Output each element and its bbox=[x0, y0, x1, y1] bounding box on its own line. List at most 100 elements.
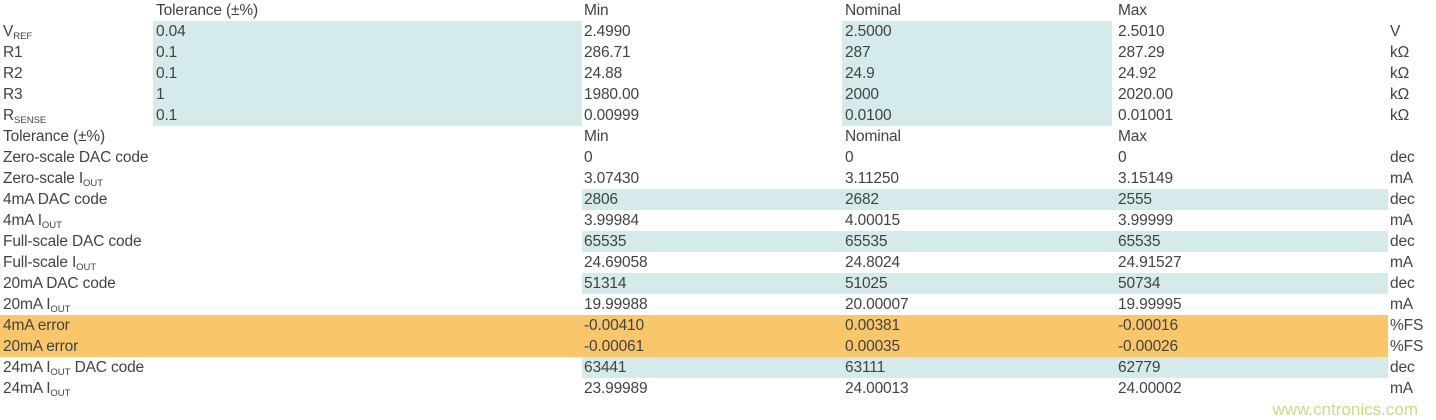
min-cell: 51314 bbox=[582, 273, 842, 294]
row-label-cell: RSENSE bbox=[0, 105, 153, 126]
label-text: Tolerance (±%) bbox=[3, 128, 106, 145]
tolerance-table: Tolerance (±%) Min Nominal Max VREF 0.04 2.499… bbox=[0, 0, 1436, 399]
label-text: 4mA error bbox=[3, 317, 70, 334]
label-subscript: OUT bbox=[50, 304, 71, 315]
row-label-cell: R2 bbox=[0, 63, 153, 84]
table-row: R3 1 1980.00 2000 2020.00 kΩ bbox=[0, 84, 1436, 105]
min-cell: 63441 bbox=[582, 357, 842, 378]
unit-cell: mA bbox=[1390, 254, 1413, 271]
row-label-cell: 4mA DAC code bbox=[0, 189, 153, 210]
max-cell: 65535 bbox=[1112, 231, 1388, 252]
table-row: VREF 0.04 2.4990 2.5000 2.5010 V bbox=[0, 21, 1436, 42]
max-cell: 24.00002 bbox=[1118, 380, 1182, 397]
nominal-cell: 2000 bbox=[842, 84, 1112, 105]
tolerance-cell bbox=[153, 378, 582, 399]
max-cell: 3.15149 bbox=[1118, 170, 1173, 187]
label-text: R3 bbox=[3, 86, 23, 103]
row-label-cell: VREF bbox=[0, 21, 153, 42]
table-row: Full-scale IOUT 24.69058 24.8024 24.91527 mA bbox=[0, 252, 1436, 273]
tolerance-cell bbox=[153, 357, 582, 378]
label-text: 20mA DAC code bbox=[3, 275, 116, 292]
min-cell: 2806 bbox=[582, 189, 842, 210]
nominal-cell: 24.9 bbox=[842, 63, 1112, 84]
row-label-cell: Tolerance (±%) bbox=[0, 126, 153, 147]
unit-cell: dec bbox=[1390, 149, 1415, 166]
label-subscript: OUT bbox=[50, 367, 71, 378]
nominal-cell: 0 bbox=[845, 149, 854, 166]
nominal-cell: Nominal bbox=[845, 128, 901, 145]
tolerance-cell bbox=[153, 189, 582, 210]
label-text: Zero-scale DAC code bbox=[3, 149, 149, 166]
row-label-cell: 24mA IOUT DAC code bbox=[0, 357, 153, 378]
table-row: 24mA IOUT DAC code 63441 63111 62779 dec bbox=[0, 357, 1436, 378]
row-label-cell: 20mA DAC code bbox=[0, 273, 153, 294]
table-row: R2 0.1 24.88 24.9 24.92 kΩ bbox=[0, 63, 1436, 84]
tolerance-cell bbox=[153, 315, 582, 336]
max-cell: 3.99999 bbox=[1118, 212, 1173, 229]
table-row: Zero-scale IOUT 3.07430 3.11250 3.15149 mA bbox=[0, 168, 1436, 189]
label-subscript: OUT bbox=[41, 220, 62, 231]
unit-cell: mA bbox=[1390, 296, 1413, 313]
tolerance-cell bbox=[153, 168, 582, 189]
unit-cell: mA bbox=[1390, 212, 1413, 229]
table-row: R1 0.1 286.71 287 287.29 kΩ bbox=[0, 42, 1436, 63]
unit-cell: dec bbox=[1390, 233, 1415, 250]
unit-cell: %FS bbox=[1390, 317, 1424, 334]
unit-cell bbox=[1388, 126, 1436, 147]
table-row: 24mA IOUT 23.99989 24.00013 24.00002 mA bbox=[0, 378, 1436, 399]
min-cell: 0.00999 bbox=[584, 107, 639, 124]
tolerance-cell bbox=[153, 147, 582, 168]
table-header-row: Tolerance (±%) Min Nominal Max bbox=[0, 0, 1436, 21]
label-subscript: REF bbox=[13, 31, 33, 42]
table-row: 20mA error -0.00061 0.00035 -0.00026 %FS bbox=[0, 336, 1436, 357]
nominal-cell: 20.00007 bbox=[845, 296, 909, 313]
max-cell: 24.91527 bbox=[1118, 254, 1182, 271]
min-cell: 24.69058 bbox=[584, 254, 648, 271]
row-label-cell: Full-scale IOUT bbox=[0, 252, 153, 273]
tolerance-cell bbox=[153, 210, 582, 231]
row-label-cell: 20mA error bbox=[0, 336, 153, 357]
min-cell: 3.07430 bbox=[584, 170, 639, 187]
label-text: V bbox=[3, 23, 14, 40]
max-cell: 50734 bbox=[1112, 273, 1388, 294]
row-label-cell: R1 bbox=[0, 42, 153, 63]
unit-cell: dec bbox=[1390, 359, 1415, 376]
min-cell: 1980.00 bbox=[584, 86, 639, 103]
table-row: 20mA DAC code 51314 51025 50734 dec bbox=[0, 273, 1436, 294]
max-cell: Max bbox=[1118, 128, 1147, 145]
min-cell: -0.00061 bbox=[582, 336, 842, 357]
label-subscript: OUT bbox=[50, 388, 71, 399]
max-cell: 0 bbox=[1118, 149, 1127, 166]
label-text: 24mA I bbox=[3, 380, 51, 397]
min-cell: 286.71 bbox=[584, 44, 631, 61]
unit-cell: V bbox=[1390, 23, 1401, 40]
row-label-cell: 24mA IOUT bbox=[0, 378, 153, 399]
label-text: DAC code bbox=[70, 359, 145, 376]
min-cell: Min bbox=[584, 128, 609, 145]
table-row: 4mA IOUT 3.99984 4.00015 3.99999 mA bbox=[0, 210, 1436, 231]
max-cell: 2.5010 bbox=[1118, 23, 1165, 40]
min-cell: 0 bbox=[584, 149, 593, 166]
label-subscript: OUT bbox=[83, 178, 104, 189]
nominal-cell: 24.00013 bbox=[845, 380, 909, 397]
label-text: R1 bbox=[3, 44, 23, 61]
nominal-cell: Nominal bbox=[845, 2, 901, 19]
unit-cell: dec bbox=[1390, 275, 1415, 292]
tolerance-cell: Tolerance (±%) bbox=[156, 2, 259, 19]
row-label-cell bbox=[0, 0, 153, 21]
min-cell: 24.88 bbox=[584, 65, 623, 82]
tolerance-cell bbox=[153, 231, 582, 252]
nominal-cell: 65535 bbox=[842, 231, 1112, 252]
label-subscript: SENSE bbox=[14, 115, 47, 126]
nominal-cell: 2682 bbox=[842, 189, 1112, 210]
max-cell: 2555 bbox=[1112, 189, 1388, 210]
watermark-row: www.cntronics.com bbox=[0, 399, 1436, 420]
min-cell: Min bbox=[584, 2, 609, 19]
max-cell: Max bbox=[1118, 2, 1147, 19]
tolerance-cell: 0.1 bbox=[153, 42, 582, 63]
max-cell: 287.29 bbox=[1118, 44, 1165, 61]
max-cell: -0.00026 bbox=[1112, 336, 1388, 357]
nominal-cell: 287 bbox=[842, 42, 1112, 63]
nominal-cell: 2.5000 bbox=[842, 21, 1112, 42]
unit-cell: dec bbox=[1390, 191, 1415, 208]
